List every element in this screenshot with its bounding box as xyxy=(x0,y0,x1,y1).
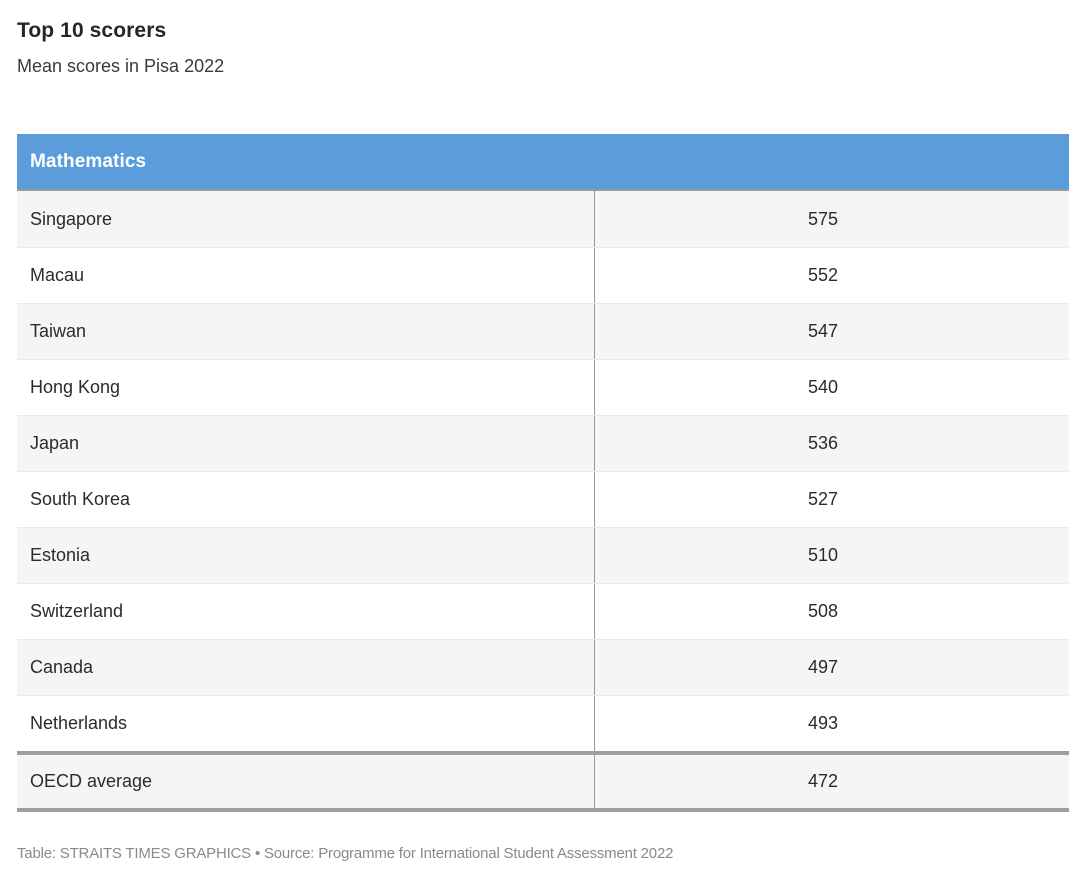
table-row: Netherlands 493 xyxy=(17,695,1069,751)
summary-row: OECD average 472 xyxy=(17,751,1069,812)
row-value: 497 xyxy=(594,640,1069,695)
row-value: 508 xyxy=(594,584,1069,639)
credits-footer: Table: STRAITS TIMES GRAPHICS • Source: … xyxy=(17,845,674,862)
row-value: 527 xyxy=(594,472,1069,527)
table-header-row: Mathematics xyxy=(17,134,1069,191)
table-row: Hong Kong 540 xyxy=(17,359,1069,415)
row-label: Taiwan xyxy=(30,321,87,341)
table-row: Singapore 575 xyxy=(17,191,1069,247)
row-label: Singapore xyxy=(30,208,113,229)
scores-table: Mathematics Singapore 575 Macau 552 Taiw… xyxy=(17,134,1069,812)
table-row: Japan 536 xyxy=(17,415,1069,471)
row-label: Canada xyxy=(30,657,94,677)
row-label: Japan xyxy=(30,433,80,453)
row-label: South Korea xyxy=(30,489,131,509)
table-row: Taiwan 547 xyxy=(17,303,1069,359)
row-label: Estonia xyxy=(30,545,91,565)
page: Top 10 scorers Mean scores in Pisa 2022 … xyxy=(17,19,1069,862)
table-row: South Korea 527 xyxy=(17,471,1069,527)
row-value: 493 xyxy=(594,696,1069,751)
page-subtitle: Mean scores in Pisa 2022 xyxy=(17,56,225,76)
row-value: 540 xyxy=(594,360,1069,415)
row-value: 472 xyxy=(594,755,1069,808)
table-row: Estonia 510 xyxy=(17,527,1069,583)
row-label: Macau xyxy=(30,265,85,285)
row-value: 536 xyxy=(594,416,1069,471)
row-value: 547 xyxy=(594,304,1069,359)
row-value: 510 xyxy=(594,528,1069,583)
table-row: Switzerland 508 xyxy=(17,583,1069,639)
row-value: 552 xyxy=(594,248,1069,303)
row-label: OECD average xyxy=(30,771,153,791)
row-value: 575 xyxy=(594,191,1069,247)
row-label: Hong Kong xyxy=(30,377,121,397)
row-label: Switzerland xyxy=(30,601,124,621)
column-header-mathematics: Mathematics xyxy=(30,150,147,172)
table-row: Macau 552 xyxy=(17,247,1069,303)
page-title: Top 10 scorers xyxy=(17,19,167,42)
row-label: Netherlands xyxy=(30,713,128,733)
table-body: Singapore 575 Macau 552 Taiwan 547 Hong … xyxy=(17,191,1069,751)
table-row: Canada 497 xyxy=(17,639,1069,695)
